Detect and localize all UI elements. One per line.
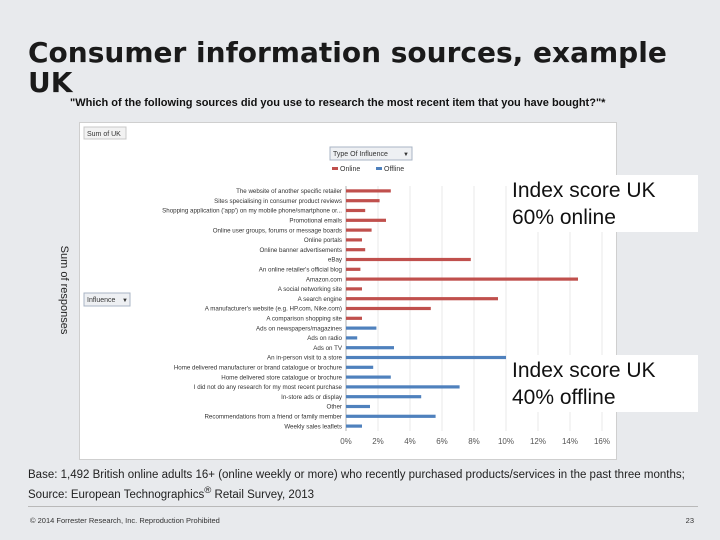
category-label: Online user groups, forums or message bo… <box>213 227 342 234</box>
bar-offline <box>346 375 391 379</box>
bar-online <box>346 297 498 301</box>
y-axis-title: Sum of responses <box>58 245 70 335</box>
category-label: Weekly sales leaflets <box>284 423 342 430</box>
influence-row-field-button[interactable] <box>83 292 131 307</box>
bar-online <box>346 199 380 203</box>
type-of-influence-filter[interactable] <box>329 146 413 161</box>
filter-label: Type Of Influence <box>333 151 388 158</box>
filter-dropdown-arrow[interactable]: ▼ <box>403 152 409 158</box>
category-label: Ads on TV <box>313 345 343 352</box>
bar-online <box>346 248 366 252</box>
category-label: The website of another specific retailer <box>236 188 342 195</box>
bar-offline <box>346 404 370 409</box>
category-label: Sites specialising in consumer product r… <box>214 198 342 205</box>
category-label: Ads on newspapers/magazines <box>256 325 342 332</box>
x-tick-label: 8% <box>468 437 480 446</box>
bar-offline <box>346 336 358 340</box>
bar-online <box>346 287 362 291</box>
x-tick-label: 16% <box>594 437 610 446</box>
bar-online <box>346 277 578 281</box>
base-note-part2: Retail Survey, 2013 <box>211 488 315 501</box>
bar-online <box>346 189 391 193</box>
x-tick-label: 10% <box>498 437 514 446</box>
bar-online <box>346 316 362 320</box>
category-label: eBay <box>328 257 343 264</box>
legend-online: Online <box>340 166 360 173</box>
category-label: Recommendations from a friend or family … <box>204 414 342 421</box>
copyright: © 2014 Forrester Research, Inc. Reproduc… <box>30 516 220 525</box>
category-labels: The website of another specific retailer… <box>162 188 343 430</box>
bar-chart: Sum of UK Type Of Influence ▼ Online Off… <box>83 126 610 446</box>
row-field-label: Influence <box>87 297 116 304</box>
sum-field-label: Sum of UK <box>87 131 121 138</box>
category-label: A comparison shopping site <box>266 316 342 323</box>
bar-offline <box>346 346 394 350</box>
page-number: 23 <box>685 516 694 525</box>
category-label: In-store ads or display <box>281 394 343 401</box>
category-label: Amazon.com <box>306 276 342 283</box>
category-label: Ads on radio <box>307 335 342 342</box>
category-label: An in-person visit to a store <box>267 355 343 362</box>
bar-offline <box>346 326 377 330</box>
bar-offline <box>346 365 374 369</box>
bar-online <box>346 257 471 262</box>
bar-online <box>346 218 386 222</box>
category-label: A social networking site <box>278 286 343 293</box>
category-label: An online retailer's official blog <box>259 267 343 274</box>
bar-online <box>346 267 361 271</box>
legend-offline: Offline <box>384 166 404 173</box>
x-tick-label: 14% <box>562 437 578 446</box>
x-tick-labels: 0% 2% 4% 6% 8% 10% 12% 14% 16% <box>340 437 610 446</box>
survey-question: "Which of the following sources did you … <box>70 97 606 109</box>
base-source-note: Base: 1,492 British online adults 16+ (o… <box>28 467 698 503</box>
base-note-part1: Base: 1,492 British online adults 16+ (o… <box>28 469 685 501</box>
x-tick-label: 6% <box>436 437 448 446</box>
x-tick-label: 2% <box>372 437 384 446</box>
callout-online-index: Index score UK 60% online <box>508 175 698 232</box>
category-label: I did not do any research for my most re… <box>194 384 343 391</box>
x-tick-label: 12% <box>530 437 546 446</box>
legend-swatch-offline <box>376 167 382 170</box>
bar-offline <box>346 385 460 389</box>
category-label: Other <box>327 404 342 411</box>
bar-offline <box>346 395 422 399</box>
bar-online <box>346 208 366 213</box>
bar-offline <box>346 424 362 428</box>
bar-offline <box>346 355 506 360</box>
category-label: Online portals <box>304 237 342 244</box>
category-label: Promotional emails <box>289 218 342 225</box>
x-tick-label: 0% <box>340 437 352 446</box>
category-label: A manufacturer's website (e.g. HP.com, N… <box>205 306 342 313</box>
bar-online <box>346 306 431 311</box>
bar-online <box>346 228 372 232</box>
category-label: Home delivered store catalogue or brochu… <box>221 374 342 381</box>
bar-offline <box>346 414 436 418</box>
sum-field-button[interactable] <box>83 126 127 140</box>
registered-mark: ® <box>204 485 212 496</box>
category-label: A search engine <box>298 296 343 303</box>
category-label: Home delivered manufacturer or brand cat… <box>174 365 343 372</box>
bar-online <box>346 238 362 242</box>
category-label: Shopping application ('app') on my mobil… <box>162 208 342 215</box>
category-label: Online banner advertisements <box>259 247 342 254</box>
footer-divider <box>28 506 698 507</box>
callout-offline-index: Index score UK 40% offline <box>508 355 698 412</box>
legend-swatch-online <box>332 167 338 170</box>
slide-title: Consumer information sources, example UK <box>28 36 667 99</box>
row-field-dropdown-arrow[interactable]: ▼ <box>122 298 128 304</box>
x-tick-label: 4% <box>404 437 416 446</box>
chart-bars <box>346 189 578 428</box>
